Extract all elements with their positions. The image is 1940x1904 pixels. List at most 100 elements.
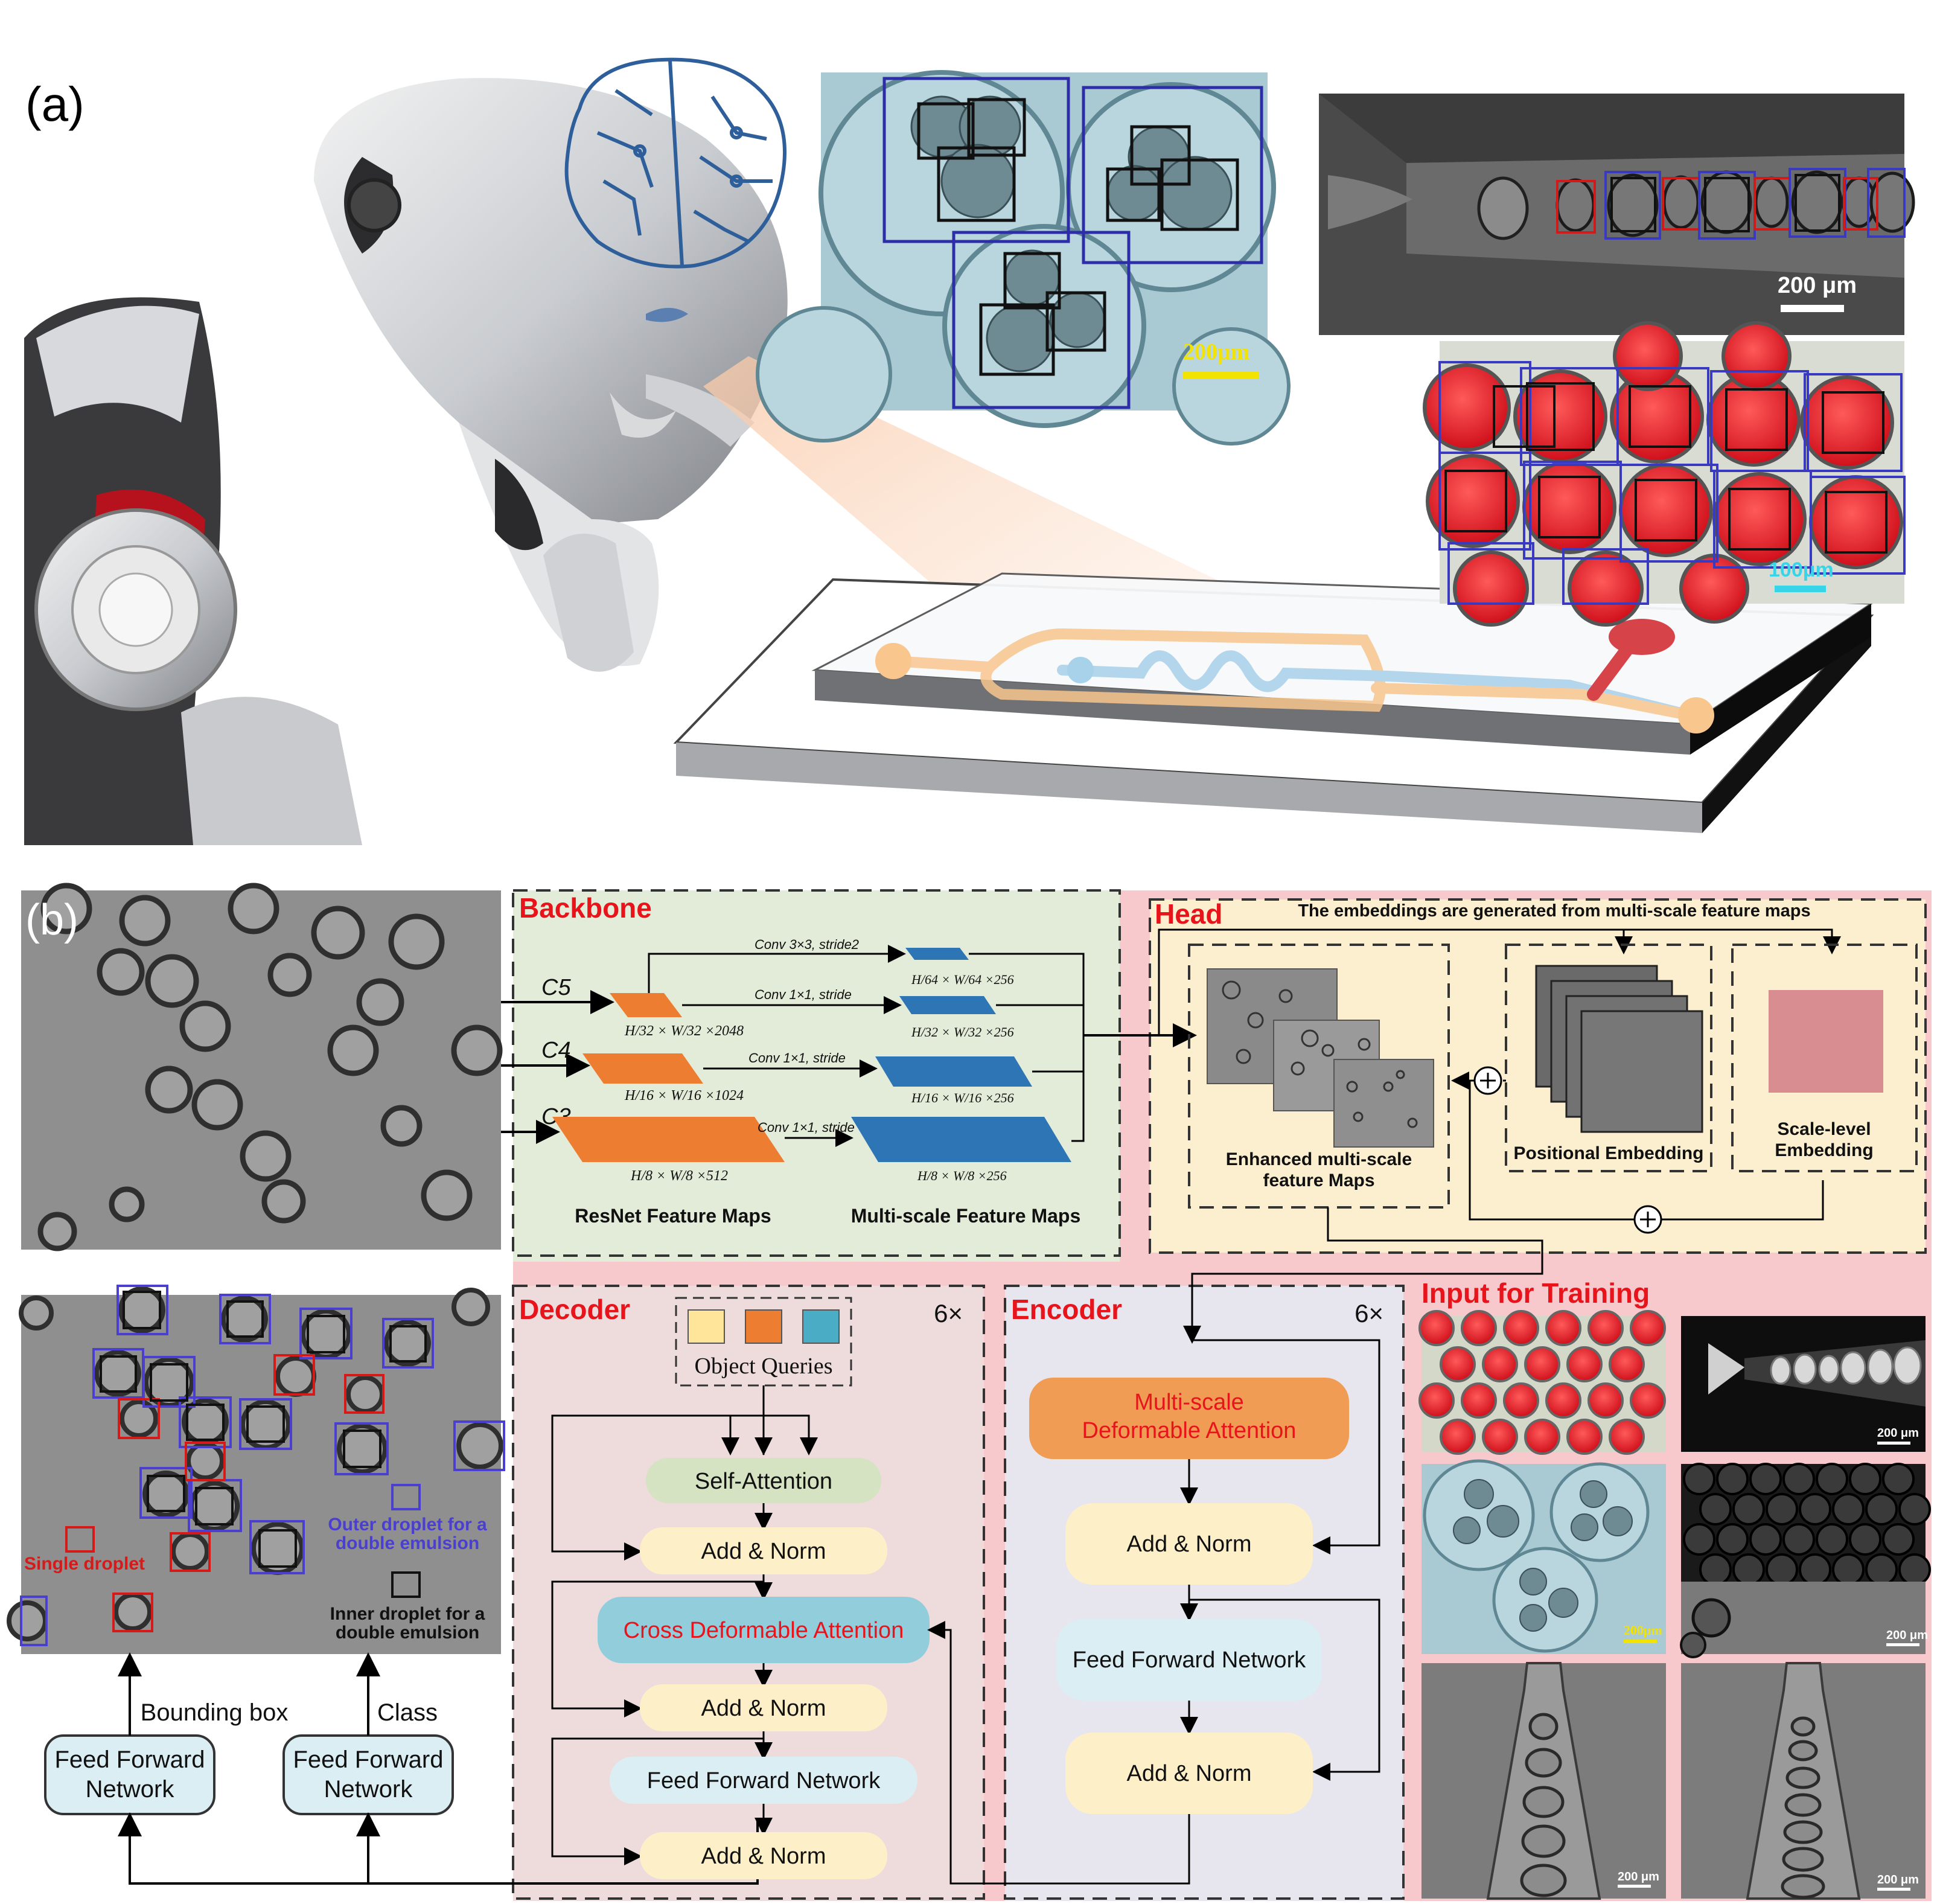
positional-embedding-stack (1535, 965, 1703, 1133)
training-image-dark: 200 μm (1680, 1463, 1931, 1658)
class-output-label: Class (377, 1699, 438, 1726)
c4-label: C4 (541, 1038, 571, 1063)
encoder-add-norm-1 (1065, 1503, 1313, 1585)
ms-map-3 (875, 1056, 1032, 1087)
red-droplets-image: 100μm (1423, 321, 1906, 627)
dim-c3: H/8 × W/8 ×512 (630, 1168, 728, 1184)
msda-label: Deformable Attention (1082, 1418, 1297, 1443)
cross-attention-block (598, 1597, 930, 1663)
ms-map-1 (905, 948, 969, 960)
scale-bar (1183, 371, 1259, 379)
outer-droplet-label: double emulsion (336, 1533, 479, 1553)
decoder-title: Decoder (519, 1294, 630, 1325)
training-image-red (1418, 1310, 1666, 1455)
query-swatch (745, 1309, 782, 1344)
single-droplet-label: Single droplet (24, 1554, 145, 1574)
feature-map-stack (1207, 968, 1434, 1148)
inner-droplet-label: double emulsion (336, 1623, 479, 1643)
scale-bar-label: 100μm (1769, 558, 1834, 581)
head-title: Head (1155, 898, 1222, 930)
detection-output-image: Single droplet Outer droplet for a doubl… (7, 1285, 505, 1654)
input-droplet-image: (b) (21, 883, 503, 1251)
positional-label: Positional Embedding (1513, 1143, 1703, 1163)
msda-block (1029, 1378, 1349, 1459)
scale-embedding-box (1731, 944, 1918, 1172)
object-queries-label: Object Queries (695, 1353, 833, 1379)
decoder-add-norm-3 (640, 1832, 887, 1879)
scale-bar-label: 200 μm (1877, 1873, 1919, 1886)
training-image-channel-1: 200 μm (1421, 1662, 1666, 1900)
encoder-ffn-label: Feed Forward Network (1073, 1647, 1306, 1673)
resnet-label: ResNet Feature Maps (575, 1205, 771, 1227)
scale-bar-label: 200 μm (1618, 1870, 1659, 1883)
encoder-add-norm-2 (1065, 1733, 1313, 1814)
training-image-nozzle: 200 μm (1681, 1316, 1926, 1452)
encoder-repeat: 6× (1354, 1299, 1383, 1327)
scale-level-label: Scale-level (1777, 1119, 1871, 1139)
decoder-add-norm-3-label: Add & Norm (701, 1844, 826, 1869)
class-ffn-label: Network (324, 1776, 413, 1803)
panel-b-label: (b) (25, 896, 78, 944)
conv-c3-label: Conv 1×1, stride (758, 1120, 855, 1135)
self-attention-label: Self-Attention (695, 1469, 832, 1494)
nozzle-image: 200 μm (1319, 94, 1915, 335)
query-swatch (688, 1309, 725, 1344)
dim-c5: H/32 × W/32 ×2048 (624, 1023, 744, 1039)
bbox-ffn-label: Feed Forward (55, 1746, 205, 1773)
resnet-map-c5 (610, 993, 682, 1017)
encoder-ffn-block (1056, 1619, 1322, 1701)
scale-bar (1775, 586, 1826, 592)
decoder-add-norm-1-label: Add & Norm (701, 1539, 826, 1564)
training-inputs: Input for Training 200 μm (1418, 1277, 1931, 1900)
scale-embedding-swatch (1769, 990, 1883, 1093)
dim-m1: H/64 × W/64 ×256 (911, 972, 1014, 987)
enhanced-maps-box (1188, 944, 1450, 1209)
class-ffn-label: Feed Forward (293, 1746, 444, 1773)
encoder-add-norm-2-label: Add & Norm (1127, 1761, 1252, 1786)
dim-m4: H/8 × W/8 ×256 (917, 1168, 1007, 1183)
scale-bar-label: 200μm (1183, 339, 1249, 365)
inner-droplet-label: Inner droplet for a (330, 1604, 485, 1624)
encoder-add-norm-1-label: Add & Norm (1127, 1532, 1252, 1557)
decoder-add-norm-1 (640, 1527, 887, 1574)
training-image-emulsion: 200μm (1421, 1459, 1666, 1654)
enhanced-label: feature Maps (1263, 1171, 1374, 1190)
scale-bar-label: 200 μm (1886, 1629, 1928, 1642)
multiscale-label: Multi-scale Feature Maps (851, 1205, 1081, 1227)
resnet-map-c4 (582, 1053, 703, 1084)
encoder-diagram: Encoder 6× Multi-scale Deformable Attent… (1011, 1294, 1383, 1883)
conv-c5-label: Conv 1×1, stride (755, 987, 852, 1002)
encoder-title: Encoder (1011, 1294, 1122, 1325)
panel-a: (a) (24, 57, 1915, 845)
query-swatch (802, 1309, 840, 1344)
head-note: The embeddings are generated from multi-… (1298, 901, 1810, 921)
conv-c4-label: Conv 1×1, stride (748, 1050, 846, 1065)
panel-b: (b) (7, 883, 1932, 1901)
scale-level-label: Embedding (1775, 1140, 1873, 1160)
object-queries-box (675, 1297, 852, 1387)
double-emulsion-image: 200μm (756, 70, 1291, 446)
enhanced-label: Enhanced multi-scale (1226, 1149, 1412, 1169)
training-image-channel-2: 200 μm (1681, 1662, 1926, 1900)
scale-bar-label: 200 μm (1877, 1426, 1919, 1440)
outer-droplet-label: Outer droplet for a (328, 1515, 487, 1535)
output-heads: Feed Forward Network Feed Forward Networ… (44, 1652, 759, 1885)
decoder-add-norm-2 (640, 1684, 887, 1731)
backbone-title: Backbone (519, 892, 652, 924)
msda-label: Multi-scale (1134, 1390, 1244, 1415)
ms-map-4 (851, 1117, 1071, 1162)
bbox-output-label: Bounding box (141, 1699, 289, 1726)
scale-bar (1781, 305, 1844, 312)
positional-embedding-box (1505, 944, 1712, 1172)
cross-attention-label: Cross Deformable Attention (624, 1618, 904, 1643)
decoder-ffn-block (610, 1757, 917, 1804)
dim-m3: H/16 × W/16 ×256 (911, 1090, 1014, 1105)
dim-c4: H/16 × W/16 ×1024 (624, 1088, 744, 1104)
conv-top-label: Conv 3×3, stride2 (755, 937, 859, 952)
panel-a-label: (a) (25, 77, 85, 131)
dim-m2: H/32 × W/32 ×256 (911, 1024, 1014, 1040)
decoder-add-norm-2-label: Add & Norm (701, 1696, 826, 1721)
resnet-map-c3 (552, 1117, 785, 1162)
ms-map-2 (899, 996, 996, 1014)
